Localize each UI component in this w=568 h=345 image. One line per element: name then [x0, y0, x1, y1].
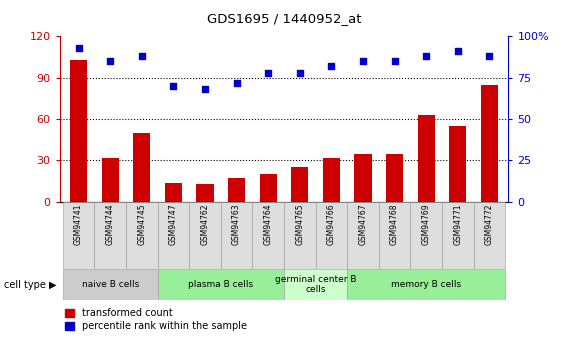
Text: GDS1695 / 1440952_at: GDS1695 / 1440952_at	[207, 12, 361, 25]
Point	[232, 80, 241, 85]
Text: GSM94769: GSM94769	[421, 204, 431, 246]
Bar	[63, 202, 94, 269]
Bar	[157, 269, 284, 300]
Bar	[102, 158, 119, 202]
Point	[137, 53, 147, 59]
Bar	[347, 202, 379, 269]
Bar	[323, 158, 340, 202]
Bar	[63, 269, 157, 300]
Bar	[386, 154, 403, 202]
Bar	[221, 202, 252, 269]
Text: GSM94744: GSM94744	[106, 204, 115, 246]
Text: GSM94764: GSM94764	[264, 204, 273, 246]
Point	[358, 58, 367, 64]
Point	[264, 70, 273, 76]
Text: GSM94741: GSM94741	[74, 204, 83, 245]
Point	[327, 63, 336, 69]
Bar	[442, 202, 474, 269]
Bar	[260, 174, 277, 202]
Text: GSM94762: GSM94762	[201, 204, 210, 245]
Bar	[133, 133, 151, 202]
Point	[421, 53, 431, 59]
Point	[106, 58, 115, 64]
Text: memory B cells: memory B cells	[391, 280, 461, 289]
Bar	[411, 202, 442, 269]
Legend: transformed count, percentile rank within the sample: transformed count, percentile rank withi…	[65, 308, 247, 331]
Text: cell type ▶: cell type ▶	[5, 280, 57, 289]
Point	[201, 87, 210, 92]
Text: GSM94772: GSM94772	[485, 204, 494, 245]
Bar	[126, 202, 157, 269]
Text: GSM94771: GSM94771	[453, 204, 462, 245]
Bar	[347, 269, 505, 300]
Text: GSM94763: GSM94763	[232, 204, 241, 246]
Text: germinal center B
cells: germinal center B cells	[275, 275, 356, 294]
Bar	[157, 202, 189, 269]
Bar	[70, 60, 87, 202]
Bar	[316, 202, 347, 269]
Text: plasma B cells: plasma B cells	[188, 280, 253, 289]
Point	[74, 45, 83, 51]
Bar	[354, 154, 371, 202]
Text: naive B cells: naive B cells	[82, 280, 139, 289]
Bar	[252, 202, 284, 269]
Bar	[417, 115, 435, 202]
Point	[295, 70, 304, 76]
Bar	[197, 184, 214, 202]
Point	[453, 48, 462, 54]
Bar	[284, 269, 347, 300]
Text: GSM94765: GSM94765	[295, 204, 304, 246]
Text: GSM94766: GSM94766	[327, 204, 336, 246]
Text: GSM94768: GSM94768	[390, 204, 399, 245]
Bar	[291, 167, 308, 202]
Bar	[379, 202, 411, 269]
Text: GSM94767: GSM94767	[358, 204, 367, 246]
Bar	[284, 202, 316, 269]
Bar	[165, 183, 182, 202]
Bar	[449, 126, 466, 202]
Point	[390, 58, 399, 64]
Point	[169, 83, 178, 89]
Point	[485, 53, 494, 59]
Text: GSM94747: GSM94747	[169, 204, 178, 246]
Bar	[474, 202, 505, 269]
Bar	[189, 202, 221, 269]
Bar	[94, 202, 126, 269]
Bar	[481, 85, 498, 202]
Bar	[228, 178, 245, 202]
Text: GSM94745: GSM94745	[137, 204, 147, 246]
